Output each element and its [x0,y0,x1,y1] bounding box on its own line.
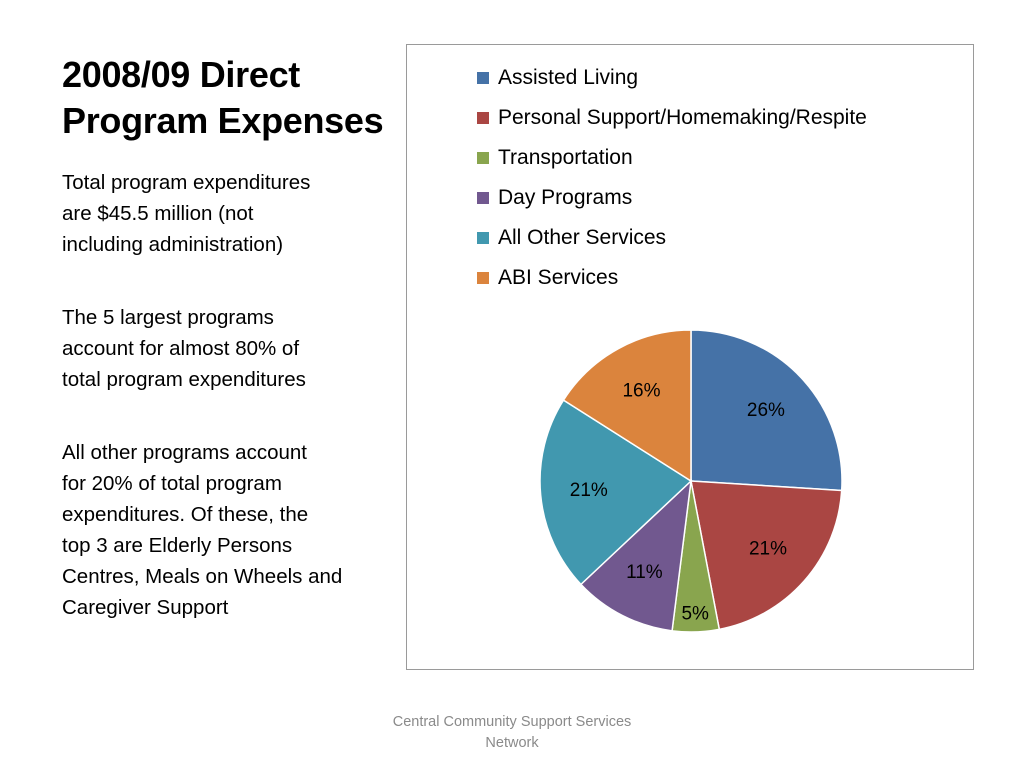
legend-swatch [477,72,489,84]
slide-title-line-1: 2008/09 Direct [62,54,300,95]
legend-label: Personal Support/Homemaking/Respite [498,106,867,129]
pie-data-label: 5% [681,603,709,624]
legend-swatch [477,192,489,204]
pie-slice [690,329,843,492]
legend-item: Day Programs [477,178,867,218]
legend-swatch [477,272,489,284]
legend-swatch [477,112,489,124]
pie-data-label: 26% [747,400,785,421]
legend-label: Day Programs [498,186,633,209]
footer: Central Community Support Services Netwo… [362,712,662,754]
legend-label: Assisted Living [498,66,639,89]
paragraph-line: Centres, Meals on Wheels and [62,565,343,588]
legend-label: All Other Services [498,226,667,249]
legend-swatch [477,152,489,164]
pie-slice [562,329,692,483]
legend-item: All Other Services [477,218,867,258]
pie-data-label: 21% [570,480,608,501]
paragraph-line: The 5 largest programs [62,306,274,329]
pie-slice [579,479,693,632]
pie-chart-frame: Assisted Living Personal Support/Homemaki… [406,44,974,670]
paragraph-line: including administration) [62,233,284,256]
footer-line-2: Network [485,735,539,751]
pie-data-label: 11% [626,562,663,583]
paragraph-line: for 20% of total program [62,472,282,495]
pie-data-label: 21% [749,538,787,559]
paragraph-other-programs: All other programs account for 20% of to… [62,437,392,623]
pie-slice [539,399,693,586]
paragraph-line: top 3 are Elderly Persons [62,534,293,557]
pie-data-label: 16% [622,381,660,402]
paragraph-line: are $45.5 million (not [62,202,254,225]
paragraph-total-expenditures: Total program expenditures are $45.5 mil… [62,167,392,260]
paragraph-largest-programs: The 5 largest programs account for almos… [62,302,392,395]
legend-label: Transportation [498,146,633,169]
legend-item: Transportation [477,138,867,178]
paragraph-line: expenditures. Of these, the [62,503,309,526]
legend-label: ABI Services [498,266,619,289]
pie-chart: 26% 21% 5% 11% 21% 16% [539,329,843,633]
legend-item: Assisted Living [477,58,867,98]
paragraph-line: account for almost 80% of [62,337,300,360]
slide-title-line-2: Program Expenses [62,100,384,141]
footer-line-1: Central Community Support Services [392,714,632,730]
slide-title: 2008/09 Direct Program Expenses [62,52,422,144]
paragraph-line: total program expenditures [62,368,306,391]
pie-slice [690,480,843,631]
paragraph-line: Total program expenditures [62,171,311,194]
legend-swatch [477,232,489,244]
legend-item: ABI Services [477,258,867,298]
paragraph-line: All other programs account [62,441,307,464]
paragraph-line: Caregiver Support [62,596,229,619]
legend-item: Personal Support/Homemaking/Respite [477,98,867,138]
chart-legend: Assisted Living Personal Support/Homemaki… [477,58,867,298]
